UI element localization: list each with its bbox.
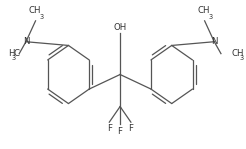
Text: N: N [211, 37, 217, 46]
Text: C: C [14, 49, 20, 58]
Text: F: F [107, 124, 112, 133]
Text: F: F [128, 124, 133, 133]
Text: CH: CH [28, 6, 41, 15]
Text: OH: OH [113, 23, 127, 32]
Text: 3: 3 [209, 14, 213, 20]
Text: 3: 3 [239, 55, 243, 61]
Text: H: H [8, 49, 14, 58]
Text: CH: CH [197, 6, 210, 15]
Text: F: F [118, 127, 123, 136]
Text: 3: 3 [40, 14, 44, 20]
Text: 3: 3 [12, 55, 16, 61]
Text: CH: CH [232, 49, 244, 58]
Text: N: N [23, 37, 29, 46]
